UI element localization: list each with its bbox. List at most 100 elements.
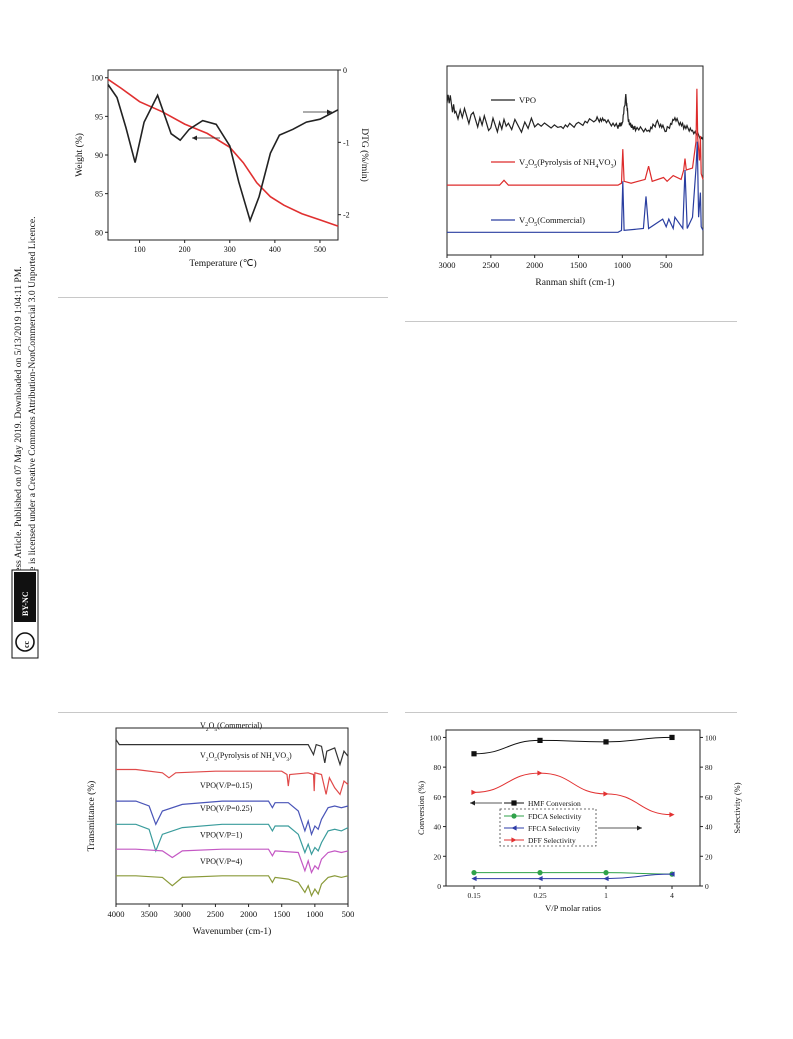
y2-tick-label: 0 bbox=[343, 66, 347, 75]
legend-label: V2O5(Pyrolysis of NH4VO3) bbox=[519, 157, 617, 170]
y2-tick-label: 100 bbox=[705, 733, 717, 742]
tga-chart: 100 200 300 400 500 80 85 90 95 100 0 -1 -2 Temperatu… bbox=[74, 66, 370, 269]
y-tick-label: 80 bbox=[434, 763, 442, 772]
conversion-axis-arrowhead bbox=[470, 800, 475, 806]
y-tick-label: 90 bbox=[95, 151, 103, 160]
x-tick-label: 2000 bbox=[240, 909, 257, 919]
x-axis-label: V/P molar ratios bbox=[545, 903, 601, 913]
x-tick-label: 0.25 bbox=[533, 891, 546, 900]
separator-rule bbox=[58, 297, 388, 298]
cc-badge-text: cc bbox=[22, 640, 31, 648]
legend-marker bbox=[511, 837, 517, 843]
x-axis-label: Wavenumber (cm-1) bbox=[193, 926, 272, 937]
x-tick-label: 2500 bbox=[482, 260, 499, 270]
series-label: VPO(V/P=1) bbox=[200, 831, 243, 840]
y2-tick-label: 60 bbox=[705, 793, 713, 802]
series-label: VPO(V/P=0.25) bbox=[200, 804, 253, 813]
separator-rule bbox=[405, 321, 737, 322]
series-line-0 bbox=[446, 93, 704, 141]
x-tick-label: 1500 bbox=[273, 909, 290, 919]
x-axis-label: Ranman shift (cm-1) bbox=[535, 277, 614, 288]
y-tick-label: 85 bbox=[95, 190, 103, 199]
by-nc-badge-text: BY-NC bbox=[21, 591, 30, 616]
series-label: V2O5(Pyrolysis of NH4VO3) bbox=[200, 751, 292, 763]
legend-marker bbox=[511, 813, 517, 819]
separator-rule bbox=[405, 712, 737, 713]
series-line-2 bbox=[447, 141, 704, 233]
data-point bbox=[537, 737, 543, 743]
x-tick-label: 500 bbox=[314, 245, 326, 254]
x-tick-label: 1500 bbox=[570, 260, 587, 270]
series-line-0 bbox=[115, 739, 349, 767]
x-tick-label: 500 bbox=[342, 909, 355, 919]
y2-tick-label: -2 bbox=[343, 211, 350, 220]
y-tick-label: 0 bbox=[437, 882, 441, 891]
separator-rule bbox=[58, 712, 388, 713]
series-label: VPO(V/P=0.15) bbox=[200, 781, 253, 790]
legend-dashed-box bbox=[499, 808, 597, 847]
x-tick-label: 1 bbox=[604, 891, 608, 900]
data-point bbox=[537, 770, 543, 776]
data-point bbox=[603, 875, 609, 882]
cc-license-badge[interactable]: cc BY-NC bbox=[11, 569, 39, 659]
y-axis-label: Weight (%) bbox=[74, 133, 85, 177]
series-line-1 bbox=[116, 768, 349, 796]
cc-icon bbox=[15, 632, 35, 652]
data-point bbox=[603, 739, 609, 745]
legend-marker bbox=[511, 825, 517, 831]
conversion-chart-panel: 0.15 0.25 1 4 0 20 40 60 80 100 0 20 40 60 80 100 HMF Co… bbox=[410, 722, 755, 937]
legend-label: FFCA Selectivity bbox=[528, 824, 581, 833]
y2-tick-label: 80 bbox=[705, 763, 713, 772]
x-tick-label: 200 bbox=[179, 245, 191, 254]
license-line-1: Open Access Article. Published on 07 May… bbox=[13, 266, 24, 610]
x-tick-label: 1000 bbox=[306, 909, 323, 919]
data-point bbox=[603, 791, 609, 797]
tga-chart-panel: 100 200 300 400 500 80 85 90 95 100 0 -1 -2 Temperatu… bbox=[70, 60, 370, 285]
series-line-5 bbox=[116, 875, 349, 898]
x-tick-label: 100 bbox=[134, 245, 146, 254]
license-line-2: This article is licensed under a Creativ… bbox=[27, 216, 38, 610]
x-tick-label: 400 bbox=[269, 245, 281, 254]
x-axis-label: Temperature (℃) bbox=[189, 258, 256, 269]
data-point bbox=[537, 875, 543, 882]
raman-chart: 3000 2500 2000 1500 1000 500 VPO V2O5(Pyrolysis… bbox=[439, 65, 704, 288]
ftir-chart-panel: 4000 3500 3000 2500 2000 1500 1000 500 V2O5(Comm… bbox=[80, 722, 370, 940]
y-tick-label: 100 bbox=[91, 74, 103, 83]
selectivity-axis-arrowhead bbox=[637, 825, 642, 831]
y2-tick-label: -1 bbox=[343, 138, 350, 147]
dtg-axis-arrowhead bbox=[327, 109, 332, 115]
series-line-3 bbox=[116, 823, 349, 856]
y2-tick-label: 0 bbox=[705, 882, 709, 891]
series-line-0 bbox=[473, 736, 673, 755]
y-tick-label: 40 bbox=[434, 823, 442, 832]
x-tick-label: 300 bbox=[224, 245, 236, 254]
raman-chart-panel: 3000 2500 2000 1500 1000 500 VPO V2O5(Pyrolysis… bbox=[435, 60, 710, 295]
legend-label: HMF Conversion bbox=[528, 799, 581, 808]
y-tick-label: 20 bbox=[434, 852, 442, 861]
y-axis-label: Conversion (%) bbox=[416, 781, 426, 835]
data-point bbox=[603, 870, 609, 876]
legend-label: V2O5(Commercial) bbox=[519, 215, 585, 228]
series-line-1 bbox=[474, 872, 673, 875]
x-tick-label: 2500 bbox=[207, 909, 224, 919]
series-line-2 bbox=[474, 873, 673, 880]
series-line-3 bbox=[473, 772, 673, 816]
plot-frame bbox=[446, 65, 704, 256]
series-line-2 bbox=[116, 800, 349, 837]
series-line-4 bbox=[116, 848, 349, 875]
data-point bbox=[669, 734, 675, 741]
x-tick-label: 0.15 bbox=[467, 891, 480, 900]
data-point bbox=[471, 751, 477, 757]
x-tick-label: 1000 bbox=[614, 260, 631, 270]
x-tick-label: 4000 bbox=[108, 909, 125, 919]
series-label: V2O5(Commercial) bbox=[200, 722, 262, 733]
plot-frame bbox=[115, 727, 349, 905]
license-sidebar: Open Access Article. Published on 07 May… bbox=[4, 100, 50, 660]
x-tick-label: 3000 bbox=[439, 260, 456, 270]
data-point bbox=[471, 789, 477, 795]
legend-label: FDCA Selectivity bbox=[528, 812, 582, 821]
x-tick-label: 2000 bbox=[526, 260, 543, 270]
series-line-1 bbox=[447, 88, 704, 186]
y2-tick-label: 40 bbox=[705, 823, 713, 832]
